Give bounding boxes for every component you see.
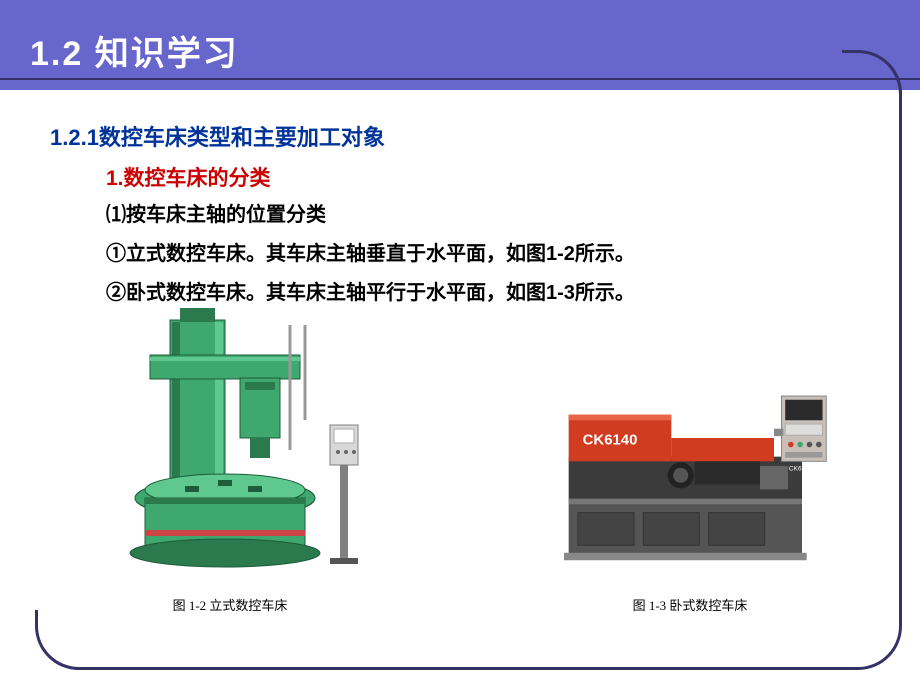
figure-1-2-caption: 图 1-2 立式数控车床	[90, 595, 370, 614]
frame-corner-left	[35, 610, 95, 670]
figure-1-3: CK6140 CK6140 图 1-3 卧式数控车床	[550, 380, 830, 614]
figure-1-3-caption: 图 1-3 卧式数控车床	[550, 595, 830, 614]
horizontal-lathe-illustration: CK6140 CK6140	[550, 380, 830, 580]
slide-title: 1.2 知识学习	[30, 26, 239, 75]
header-band: 1.2 知识学习	[0, 0, 920, 90]
sub-heading: 1.数控车床的分类	[106, 162, 860, 192]
content-area: 1.2.1数控车床类型和主要加工对象 1.数控车床的分类 ⑴按车床主轴的位置分类…	[50, 120, 860, 317]
header-line	[0, 78, 920, 80]
body-line-2: ①立式数控车床。其车床主轴垂直于水平面，如图1-2所示。	[106, 239, 860, 270]
panel-model-label: CK6140	[789, 466, 813, 473]
section-heading: 1.2.1数控车床类型和主要加工对象	[50, 120, 860, 152]
figures-row: 图 1-2 立式数控车床 CK6140	[0, 300, 920, 614]
vertical-lathe-illustration	[90, 300, 370, 580]
body-line-1: ⑴按车床主轴的位置分类	[106, 200, 860, 231]
machine-model-label: CK6140	[583, 432, 638, 449]
figure-1-2: 图 1-2 立式数控车床	[90, 300, 370, 614]
